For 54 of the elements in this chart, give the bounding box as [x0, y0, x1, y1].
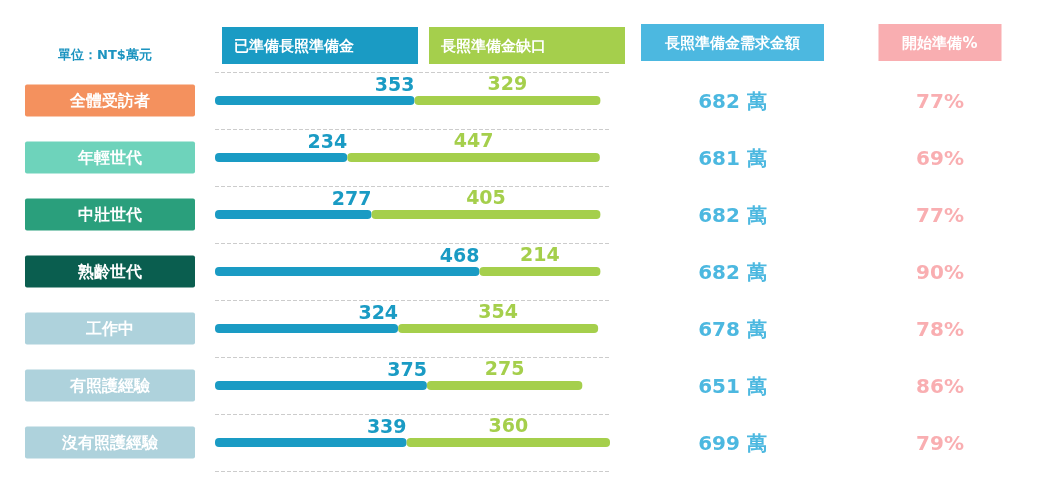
text: 699 萬 — [698, 430, 767, 455]
text: 長照準備金需求金額 — [664, 33, 800, 52]
data-label: 360 — [488, 413, 529, 436]
text: 90% — [916, 259, 964, 284]
data-label: 353 — [374, 72, 415, 95]
text: 651 萬 — [698, 373, 767, 398]
bar — [215, 267, 480, 276]
y-tick-label: 工作中 — [85, 319, 134, 338]
data-label: 277 — [331, 186, 372, 209]
text: 79% — [916, 430, 964, 455]
bar — [414, 96, 601, 105]
text: 681 萬 — [698, 145, 767, 170]
bar — [398, 324, 599, 333]
text: 86% — [916, 373, 964, 398]
bar — [347, 153, 600, 162]
y-tick-label: 沒有照護經驗 — [61, 433, 159, 452]
text: 長照準備金缺口 — [440, 36, 546, 55]
data-label: 354 — [478, 299, 518, 322]
text: 682 萬 — [698, 202, 767, 227]
y-tick-label: 年輕世代 — [77, 148, 142, 167]
data-label: 329 — [487, 71, 528, 94]
text: 678 萬 — [698, 316, 767, 341]
data-label: 324 — [358, 300, 399, 323]
data-label: 468 — [439, 243, 480, 266]
text: 開始準備% — [902, 33, 978, 52]
text: 69% — [916, 145, 964, 170]
y-tick-label: 有照護經驗 — [69, 376, 151, 395]
bar — [215, 438, 407, 447]
data-label: 447 — [453, 128, 494, 151]
bar — [215, 381, 427, 390]
y-axis-title: 單位：NT$萬元 — [57, 47, 152, 62]
data-label: 275 — [484, 356, 525, 379]
bar — [406, 438, 610, 447]
text: 78% — [916, 316, 964, 341]
text: 77% — [916, 202, 964, 227]
y-tick-label: 全體受訪者 — [69, 91, 150, 110]
data-label: 214 — [520, 242, 560, 265]
text: 682 萬 — [698, 259, 767, 284]
text: 已準備長照準備金 — [234, 36, 354, 55]
y-tick-label: 中壯世代 — [78, 205, 142, 224]
bar — [215, 96, 415, 105]
data-label: 405 — [466, 185, 506, 208]
text: 682 萬 — [698, 88, 767, 113]
bar — [371, 210, 601, 219]
bar — [479, 267, 601, 276]
data-label: 375 — [387, 357, 427, 380]
bar — [215, 210, 372, 219]
bar — [215, 324, 399, 333]
text: 77% — [916, 88, 964, 113]
data-label: 234 — [307, 129, 348, 152]
data-label: 339 — [366, 414, 407, 437]
bar — [215, 153, 348, 162]
y-tick-label: 熟齡世代 — [77, 262, 142, 281]
bar — [426, 381, 583, 390]
